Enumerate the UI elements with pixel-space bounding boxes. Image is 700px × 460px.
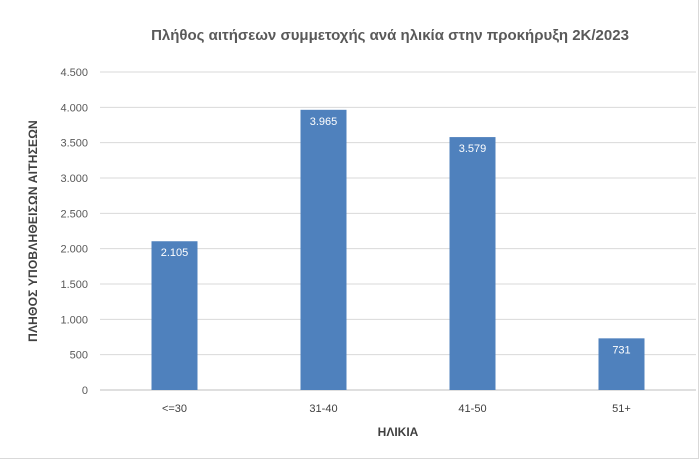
- bar-value-label: 3.579: [459, 143, 487, 155]
- y-tick-label: 500: [70, 350, 88, 362]
- bar: [151, 241, 198, 390]
- y-tick-label: 2.000: [60, 244, 88, 256]
- y-tick-label: 2.500: [60, 208, 88, 220]
- x-tick-label: 51+: [612, 403, 631, 415]
- bar: [598, 338, 645, 390]
- bar: [300, 109, 347, 390]
- x-axis-label: ΗΛΙΚΙΑ: [377, 425, 419, 439]
- y-tick-label: 1.500: [60, 279, 88, 291]
- bar-value-label: 3.965: [310, 116, 338, 128]
- y-tick-label: 4.000: [60, 102, 88, 114]
- y-tick-label: 3.000: [60, 173, 88, 185]
- x-tick-label: 31-40: [309, 403, 337, 415]
- bar-value-label: 731: [612, 344, 630, 356]
- y-tick-label: 4.500: [60, 67, 88, 79]
- bar-value-label: 2.105: [161, 247, 189, 259]
- y-tick-label: 1.000: [60, 314, 88, 326]
- y-tick-label: 0: [82, 385, 88, 397]
- chart-title: Πλήθος αιτήσεων συμμετοχής ανά ηλικία στ…: [151, 27, 629, 44]
- y-tick-label: 3.500: [60, 138, 88, 150]
- x-tick-label: 41-50: [458, 403, 486, 415]
- x-tick-label: <=30: [162, 403, 187, 415]
- bar: [449, 137, 496, 390]
